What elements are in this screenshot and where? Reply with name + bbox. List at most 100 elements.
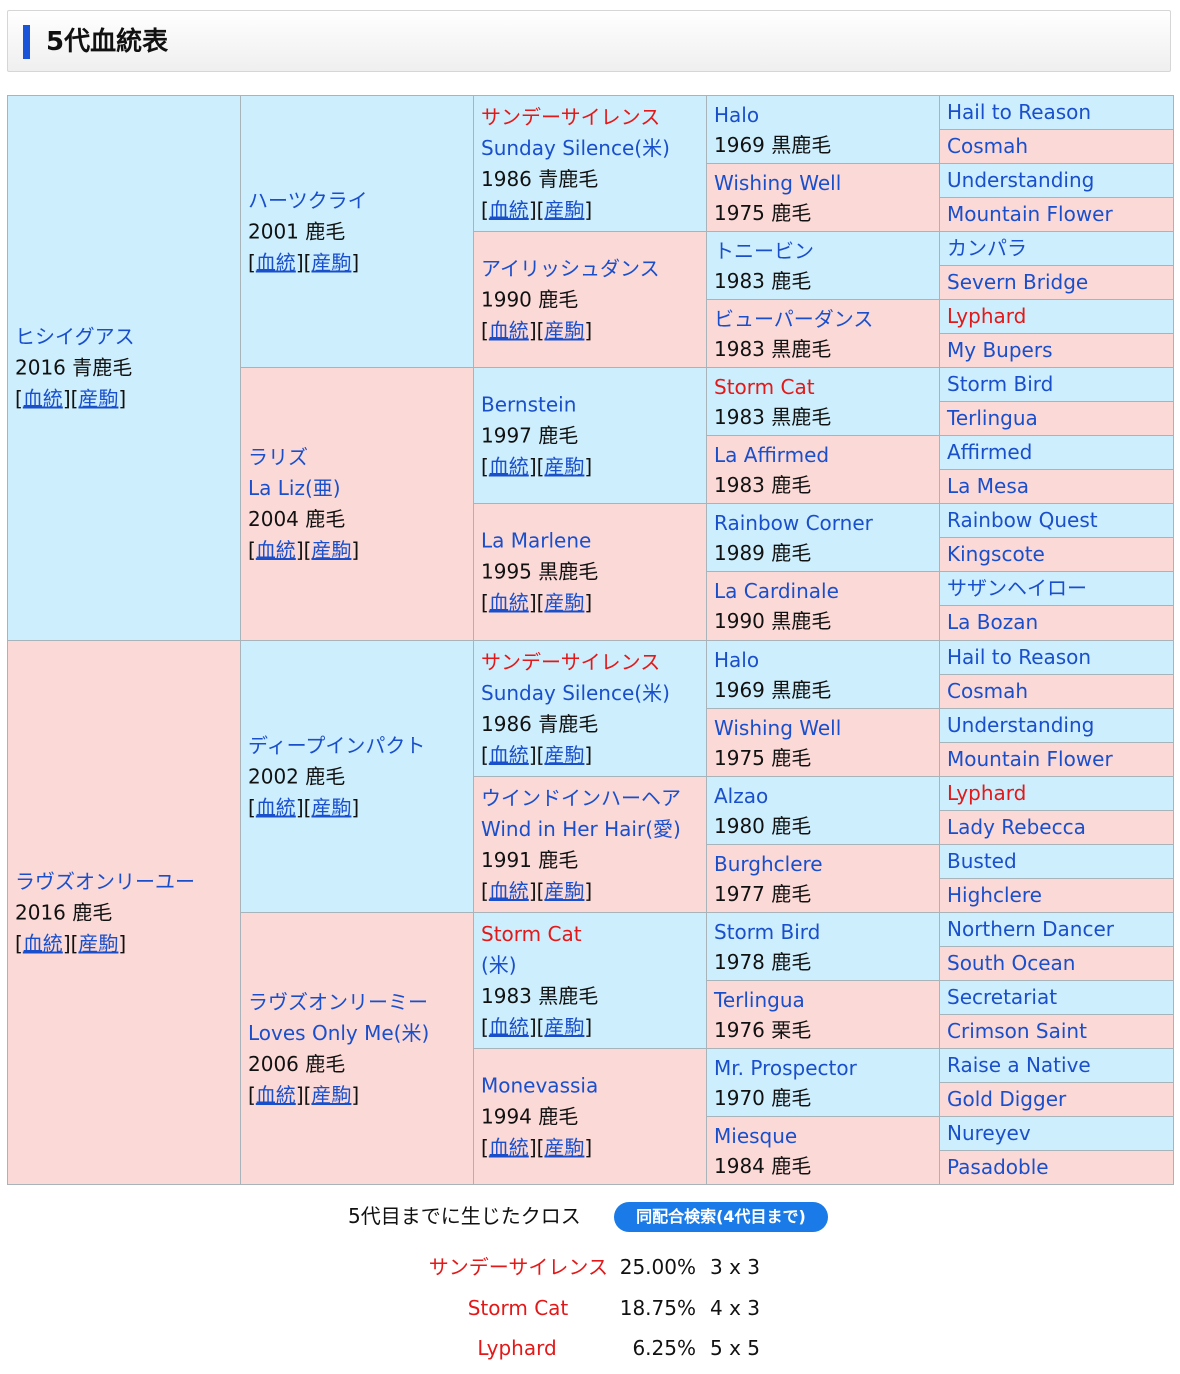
pedigree-link[interactable]: 血統 [488, 197, 529, 222]
cross-horse-name[interactable]: サンデーサイレンス [428, 1255, 608, 1279]
offspring-link[interactable]: 産駒 [544, 742, 585, 767]
offspring-link[interactable]: 産駒 [311, 250, 352, 274]
horse-name-link[interactable]: Wishing Well [714, 170, 842, 195]
horse-name-link[interactable]: My Bupers [947, 338, 1053, 362]
pedigree-link[interactable]: 血統 [255, 795, 296, 819]
horse-name-link[interactable]: Mountain Flower [947, 202, 1113, 226]
horse-name-link[interactable]: Understanding [947, 713, 1095, 737]
horse-name-link[interactable]: Crimson Saint [947, 1019, 1087, 1043]
pedigree-link[interactable]: 血統 [488, 878, 529, 903]
horse-name-link[interactable]: Northern Dancer [947, 917, 1115, 941]
pedigree-link[interactable]: 血統 [255, 538, 296, 562]
horse-name-link[interactable]: Monevassia [481, 1073, 599, 1097]
horse-name-link[interactable]: Halo [714, 102, 760, 127]
offspring-link[interactable]: 産駒 [78, 931, 119, 955]
offspring-link[interactable]: 産駒 [311, 1082, 352, 1107]
pedigree-link[interactable]: 血統 [488, 318, 529, 342]
horse-name-link[interactable]: Pasadoble [947, 1155, 1049, 1179]
horse-name-link[interactable]: Hail to Reason [947, 645, 1092, 669]
offspring-link[interactable]: 産駒 [544, 590, 585, 615]
horse-name-link[interactable]: Nureyev [947, 1121, 1031, 1145]
pedigree-link[interactable]: 血統 [488, 1014, 529, 1039]
offspring-link[interactable]: 産駒 [544, 454, 585, 478]
horse-name-link[interactable]: Mr. Prospector [714, 1055, 857, 1080]
horse-name-link[interactable]: Affirmed [947, 440, 1033, 464]
horse-name-link[interactable]: Lyphard [947, 781, 1027, 805]
pedigree-link[interactable]: 血統 [488, 742, 529, 767]
pedigree-link[interactable]: 血統 [22, 386, 63, 411]
horse-name-link[interactable]: South Ocean [947, 951, 1076, 975]
horse-name-link[interactable]: Storm Bird [947, 372, 1054, 396]
horse-name-link[interactable]: Bernstein [481, 392, 577, 416]
offspring-link[interactable]: 産駒 [311, 538, 352, 562]
horse-name-link[interactable]: Storm Cat [481, 921, 582, 946]
horse-name-link[interactable]: ビューパーダンス [714, 306, 874, 331]
horse-name-link[interactable]: Kingscote [947, 542, 1045, 566]
horse-name-link[interactable]: トニービン [714, 238, 814, 263]
horse-foreign-name[interactable]: Loves Only Me(米) [248, 1020, 430, 1045]
horse-name-link[interactable]: Lyphard [947, 304, 1027, 328]
offspring-link[interactable]: 産駒 [78, 386, 119, 411]
horse-name-link[interactable]: Rainbow Corner [714, 510, 873, 535]
horse-name-link[interactable]: Busted [947, 849, 1017, 873]
pedigree-link[interactable]: 血統 [488, 454, 529, 478]
same-mating-search-button[interactable]: 同配合検索(4代目まで) [614, 1202, 828, 1232]
horse-name-link[interactable]: Hail to Reason [947, 100, 1092, 124]
horse-name-link[interactable]: ラヴズオンリーミー [248, 989, 428, 1014]
horse-name-link[interactable]: ラリズ [248, 445, 308, 469]
horse-name-link[interactable]: Understanding [947, 168, 1095, 192]
horse-name-link[interactable]: La Mesa [947, 474, 1029, 498]
horse-name-link[interactable]: Mountain Flower [947, 747, 1113, 771]
horse-name-link[interactable]: Severn Bridge [947, 270, 1089, 294]
horse-name-link[interactable]: Lady Rebecca [947, 815, 1086, 839]
horse-name-link[interactable]: La Cardinale [714, 579, 839, 603]
horse-name-link[interactable]: サザンヘイロー [947, 576, 1087, 600]
horse-foreign-name[interactable]: Sunday Silence(米) [481, 680, 670, 705]
offspring-link[interactable]: 産駒 [544, 197, 585, 222]
cross-horse-name[interactable]: Lyphard [477, 1336, 557, 1360]
horse-foreign-name[interactable]: (米) [481, 952, 517, 977]
horse-name-link[interactable]: Rainbow Quest [947, 508, 1098, 532]
horse-name-link[interactable]: ディープインパクト [248, 733, 426, 757]
offspring-link[interactable]: 産駒 [544, 1014, 585, 1039]
horse-name-link[interactable]: Gold Digger [947, 1087, 1067, 1111]
pedigree-link[interactable]: 血統 [22, 931, 63, 955]
horse-name-link[interactable]: カンパラ [947, 236, 1027, 260]
pedigree-link[interactable]: 血統 [488, 590, 529, 615]
pedigree-link[interactable]: 血統 [255, 1082, 296, 1107]
horse-foreign-name[interactable]: Sunday Silence(米) [481, 135, 670, 160]
horse-name-link[interactable]: ウインドインハーヘア [481, 785, 681, 810]
horse-name-link[interactable]: La Affirmed [714, 442, 830, 467]
horse-name-link[interactable]: Terlingua [714, 987, 805, 1012]
horse-name-link[interactable]: La Bozan [947, 610, 1039, 634]
horse-name-link[interactable]: Wishing Well [714, 715, 842, 740]
horse-name-link[interactable]: サンデーサイレンス [481, 649, 661, 674]
horse-foreign-name[interactable]: La Liz(亜) [248, 476, 341, 500]
offspring-link[interactable]: 産駒 [544, 318, 585, 342]
horse-name-link[interactable]: La Marlene [481, 528, 592, 553]
offspring-link[interactable]: 産駒 [311, 795, 352, 819]
horse-name-link[interactable]: Secretariat [947, 985, 1058, 1009]
horse-name-link[interactable]: ラヴズオンリーユー [15, 869, 195, 893]
offspring-link[interactable]: 産駒 [544, 878, 585, 903]
horse-name-link[interactable]: Alzao [714, 783, 769, 808]
horse-name-link[interactable]: ヒシイグアス [15, 324, 135, 349]
horse-name-link[interactable]: ハーツクライ [248, 188, 368, 212]
offspring-link[interactable]: 産駒 [544, 1135, 585, 1159]
horse-name-link[interactable]: Burghclere [714, 851, 823, 876]
horse-name-link[interactable]: Terlingua [947, 406, 1038, 430]
cross-horse-name[interactable]: Storm Cat [467, 1296, 569, 1320]
horse-name-link[interactable]: Storm Cat [714, 374, 815, 399]
horse-foreign-name[interactable]: Wind in Her Hair(愛) [481, 816, 681, 841]
horse-name-link[interactable]: サンデーサイレンス [481, 104, 661, 129]
horse-name-link[interactable]: Cosmah [947, 134, 1029, 158]
horse-name-link[interactable]: Storm Bird [714, 919, 821, 944]
horse-name-link[interactable]: アイリッシュダンス [481, 256, 660, 280]
pedigree-link[interactable]: 血統 [488, 1135, 529, 1159]
horse-name-link[interactable]: Halo [714, 647, 760, 672]
horse-name-link[interactable]: Raise a Native [947, 1053, 1091, 1077]
horse-name-link[interactable]: Miesque [714, 1123, 798, 1148]
horse-name-link[interactable]: Highclere [947, 883, 1042, 907]
pedigree-link[interactable]: 血統 [255, 250, 296, 274]
horse-name-link[interactable]: Cosmah [947, 679, 1029, 703]
